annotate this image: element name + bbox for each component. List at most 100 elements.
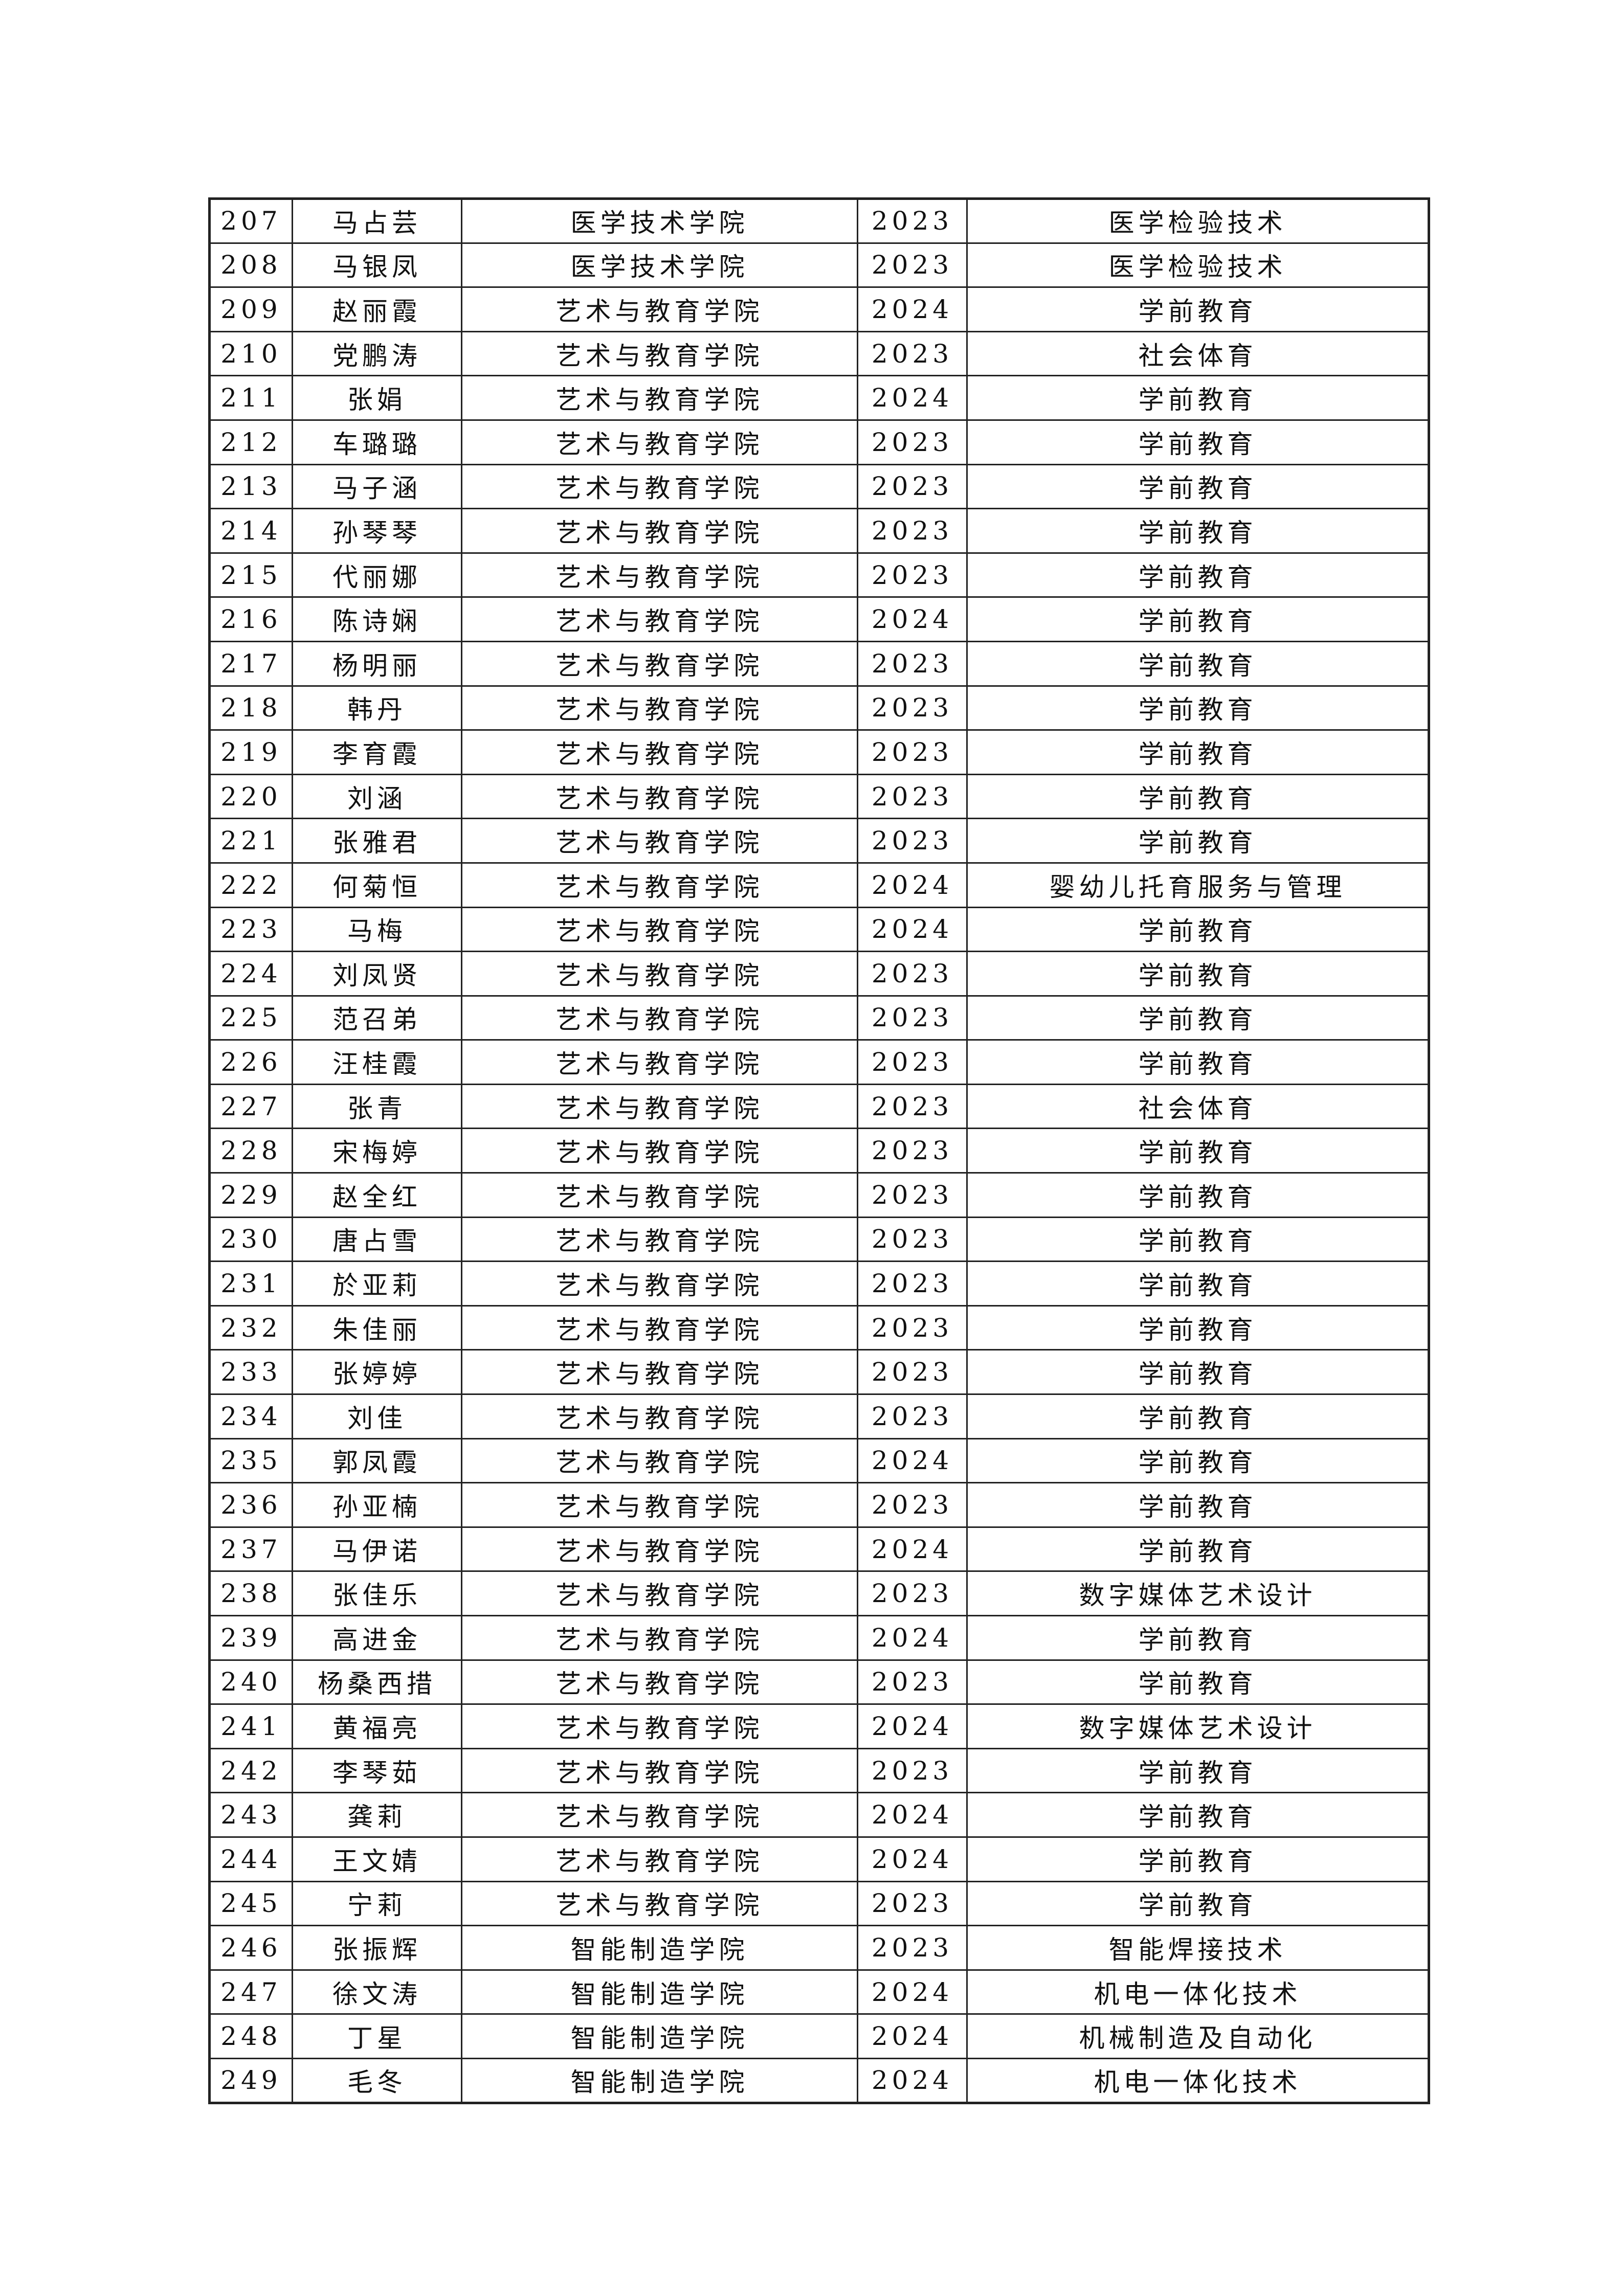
cell-name: 张佳乐 [292, 1570, 462, 1616]
cell-name: 汪桂霞 [292, 1039, 462, 1085]
cell-index: 224 [209, 951, 293, 997]
cell-college: 艺术与教育学院 [461, 1615, 858, 1661]
cell-college: 艺术与教育学院 [461, 1703, 858, 1749]
cell-college: 艺术与教育学院 [461, 906, 858, 953]
cell-college: 艺术与教育学院 [461, 685, 858, 731]
cell-index: 223 [209, 906, 293, 953]
cell-major: 数字媒体艺术设计 [966, 1570, 1430, 1616]
cell-index: 228 [209, 1128, 293, 1174]
cell-year: 2024 [857, 596, 968, 642]
table-row: 207 马占芸 医学技术学院 2023 医学检验技术 [209, 198, 1430, 244]
cell-index: 242 [209, 1747, 293, 1794]
table-row: 244 王文婧 艺术与教育学院 2024 学前教育 [209, 1836, 1430, 1882]
cell-name: 李育霞 [292, 729, 462, 775]
cell-name: 於亚莉 [292, 1260, 462, 1307]
cell-name: 王文婧 [292, 1836, 462, 1882]
cell-year: 2023 [857, 1039, 968, 1085]
cell-college: 艺术与教育学院 [461, 1128, 858, 1174]
cell-year: 2023 [857, 818, 968, 864]
cell-name: 马伊诺 [292, 1526, 462, 1572]
cell-college: 艺术与教育学院 [461, 1659, 858, 1705]
cell-major: 医学检验技术 [966, 198, 1430, 244]
cell-name: 马占芸 [292, 198, 462, 244]
cell-year: 2024 [857, 1703, 968, 1749]
cell-year: 2023 [857, 1083, 968, 1130]
table-row: 231 於亚莉 艺术与教育学院 2023 学前教育 [209, 1260, 1430, 1307]
table-row: 209 赵丽霞 艺术与教育学院 2024 学前教育 [209, 286, 1430, 332]
cell-major: 学前教育 [966, 1260, 1430, 1307]
cell-year: 2023 [857, 1128, 968, 1174]
cell-index: 222 [209, 862, 293, 908]
cell-index: 230 [209, 1216, 293, 1263]
cell-name: 张青 [292, 1083, 462, 1130]
student-list-table: 207 马占芸 医学技术学院 2023 医学检验技术 208 马银凤 医学技术学院 2023 医学… [208, 197, 1430, 2104]
cell-name: 韩丹 [292, 685, 462, 731]
cell-college: 艺术与教育学院 [461, 1172, 858, 1218]
cell-college: 艺术与教育学院 [461, 862, 858, 908]
table-row: 215 代丽娜 艺术与教育学院 2023 学前教育 [209, 552, 1430, 598]
cell-name: 代丽娜 [292, 552, 462, 598]
cell-index: 240 [209, 1659, 293, 1705]
cell-college: 艺术与教育学院 [461, 1349, 858, 1395]
cell-index: 215 [209, 552, 293, 598]
cell-year: 2023 [857, 508, 968, 554]
cell-index: 226 [209, 1039, 293, 1085]
cell-major: 学前教育 [966, 995, 1430, 1041]
cell-major: 机电一体化技术 [966, 1969, 1430, 2015]
cell-college: 艺术与教育学院 [461, 1747, 858, 1794]
table-row: 247 徐文涛 智能制造学院 2024 机电一体化技术 [209, 1969, 1430, 2015]
cell-name: 何菊恒 [292, 862, 462, 908]
cell-college: 艺术与教育学院 [461, 1260, 858, 1307]
cell-year: 2024 [857, 2057, 968, 2104]
cell-year: 2023 [857, 1393, 968, 1439]
cell-year: 2024 [857, 862, 968, 908]
cell-major: 学前教育 [966, 1304, 1430, 1351]
cell-index: 211 [209, 375, 293, 421]
cell-college: 艺术与教育学院 [461, 463, 858, 510]
cell-major: 学前教育 [966, 1836, 1430, 1882]
table-row: 229 赵全红 艺术与教育学院 2023 学前教育 [209, 1172, 1430, 1218]
table-row: 232 朱佳丽 艺术与教育学院 2023 学前教育 [209, 1304, 1430, 1351]
cell-name: 刘涵 [292, 773, 462, 820]
cell-index: 241 [209, 1703, 293, 1749]
cell-index: 244 [209, 1836, 293, 1882]
cell-index: 209 [209, 286, 293, 332]
cell-college: 艺术与教育学院 [461, 1083, 858, 1130]
cell-name: 张娟 [292, 375, 462, 421]
cell-year: 2024 [857, 1969, 968, 2015]
cell-major: 学前教育 [966, 1216, 1430, 1263]
cell-college: 艺术与教育学院 [461, 640, 858, 687]
cell-major: 社会体育 [966, 330, 1430, 377]
cell-college: 智能制造学院 [461, 2013, 858, 2059]
cell-index: 237 [209, 1526, 293, 1572]
cell-college: 艺术与教育学院 [461, 1880, 858, 1927]
cell-year: 2023 [857, 330, 968, 377]
cell-major: 学前教育 [966, 1792, 1430, 1838]
table-row: 242 李琴茹 艺术与教育学院 2023 学前教育 [209, 1747, 1430, 1794]
cell-major: 学前教育 [966, 463, 1430, 510]
cell-year: 2023 [857, 773, 968, 820]
cell-index: 243 [209, 1792, 293, 1838]
table-body: 207 马占芸 医学技术学院 2023 医学检验技术 208 马银凤 医学技术学院 2023 医学… [209, 198, 1430, 2104]
table-row: 226 汪桂霞 艺术与教育学院 2023 学前教育 [209, 1039, 1430, 1085]
cell-year: 2023 [857, 1482, 968, 1528]
cell-college: 艺术与教育学院 [461, 1792, 858, 1838]
cell-name: 赵丽霞 [292, 286, 462, 332]
cell-name: 赵全红 [292, 1172, 462, 1218]
cell-year: 2023 [857, 685, 968, 731]
cell-college: 艺术与教育学院 [461, 286, 858, 332]
cell-name: 唐占雪 [292, 1216, 462, 1263]
cell-year: 2023 [857, 242, 968, 288]
cell-year: 2024 [857, 1615, 968, 1661]
cell-name: 杨明丽 [292, 640, 462, 687]
cell-major: 机电一体化技术 [966, 2057, 1430, 2104]
cell-college: 艺术与教育学院 [461, 1304, 858, 1351]
cell-name: 党鹏涛 [292, 330, 462, 377]
cell-index: 233 [209, 1349, 293, 1395]
table-row: 222 何菊恒 艺术与教育学院 2024 婴幼儿托育服务与管理 [209, 862, 1430, 908]
cell-major: 学前教育 [966, 1172, 1430, 1218]
cell-index: 245 [209, 1880, 293, 1927]
cell-college: 艺术与教育学院 [461, 330, 858, 377]
cell-year: 2023 [857, 1659, 968, 1705]
cell-major: 学前教育 [966, 1128, 1430, 1174]
